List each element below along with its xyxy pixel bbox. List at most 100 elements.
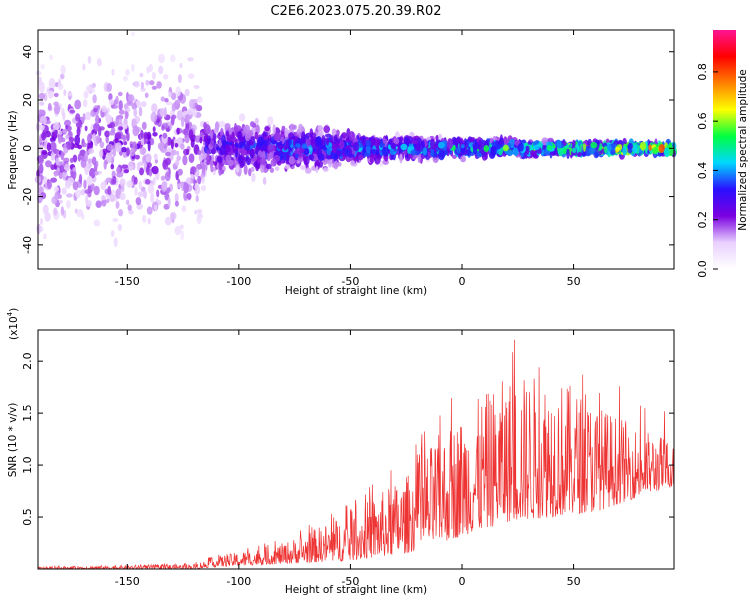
spectrogram-cell	[105, 177, 113, 183]
spectrogram-cell	[139, 167, 144, 176]
spectrogram-cell	[267, 116, 274, 126]
spectrogram-cell	[40, 115, 47, 125]
spectrogram-cell	[185, 177, 192, 185]
spectrogram-cell	[41, 131, 46, 141]
spectrogram-cell	[495, 144, 502, 150]
spectrogram-cell	[60, 206, 65, 216]
spectrogram-cell	[142, 155, 147, 164]
spectrogram-cell	[317, 129, 324, 138]
spectrogram-cell	[115, 115, 119, 126]
spectrogram-cell	[118, 109, 125, 115]
spectrogram-cell	[262, 176, 267, 185]
spectrogram-cell	[123, 75, 128, 82]
spectrogram-cell	[199, 137, 203, 144]
snr-multiplier-exponent: 4	[6, 311, 14, 316]
spectrogram-cell	[206, 149, 210, 158]
spectrogram-cell	[251, 172, 256, 183]
spectrogram-cell	[117, 91, 123, 97]
spectrogram-cell	[369, 153, 374, 164]
spectrogram-cell	[159, 142, 164, 152]
spectrogram-cell	[194, 135, 201, 143]
spectrogram-cell	[194, 210, 198, 215]
spectrogram-cell	[110, 230, 115, 238]
spectrogram-cell	[120, 185, 125, 193]
spectrogram-cell	[285, 154, 290, 162]
spectrogram-cell	[303, 147, 310, 155]
spectrogram-cell	[547, 137, 554, 143]
spectrogram-cell	[225, 130, 229, 137]
spectrogram-cell	[132, 125, 140, 137]
spectrogram-cell	[209, 159, 214, 170]
spectrogram-cell	[39, 123, 45, 131]
spectrogram-cell	[129, 147, 136, 157]
spectrogram-cell	[243, 124, 251, 134]
spectrogram-cell	[141, 121, 147, 130]
spectrogram-cell	[235, 164, 240, 173]
spectrogram-cell	[311, 140, 316, 149]
spectrogram-cell	[176, 155, 181, 161]
spectrogram-cell	[57, 78, 62, 88]
spectrogram-cell	[254, 131, 258, 140]
spectrogram-cell	[318, 160, 323, 168]
spectrogram-cell	[153, 153, 158, 161]
spectrogram-cell	[270, 158, 277, 167]
spectrogram-cell	[60, 151, 65, 161]
spectrogram-cell	[48, 78, 56, 89]
spectrogram-cell	[572, 139, 576, 148]
spectrogram-cell	[147, 183, 155, 194]
spectrogram-cell	[135, 197, 142, 206]
spectrogram-cell	[330, 151, 335, 159]
spectrogram-heatmap	[34, 31, 677, 248]
spectrogram-cell	[85, 85, 92, 92]
spectrogram-cell	[53, 186, 60, 192]
spectrogram-cell	[49, 54, 53, 61]
spectrogram-cell	[382, 148, 387, 156]
spectrogram-cell	[184, 88, 190, 97]
spectrogram-cell	[74, 134, 81, 146]
spectrogram-cell	[151, 165, 159, 175]
spectrogram-cell	[88, 148, 94, 154]
x-tick-label: 50	[567, 575, 581, 588]
spectrogram-cell	[422, 147, 428, 155]
spectrogram-cell	[130, 63, 135, 72]
spectrogram-cell	[53, 148, 60, 155]
spectrogram-cell	[187, 73, 195, 80]
spectrogram-cell	[72, 181, 79, 191]
spectrogram-cell	[269, 151, 273, 160]
spectrogram-cell	[379, 142, 385, 147]
spectrogram-cell	[478, 139, 483, 149]
spectrogram-cell	[568, 147, 573, 152]
spectrogram-cell	[106, 144, 114, 151]
spectrogram-cell	[272, 124, 276, 135]
spectrogram-cell	[209, 139, 215, 147]
spectrogram-cell	[250, 166, 255, 172]
spectrogram-cell	[460, 155, 466, 163]
spectrogram-cell	[403, 150, 408, 155]
spectrogram-cell	[344, 149, 351, 157]
spectrogram-cell	[36, 223, 41, 235]
spectrogram-cell	[162, 132, 168, 139]
spectrogram-cell	[106, 83, 112, 92]
colorbar-tick-label: 0.8	[696, 63, 709, 81]
spectrogram-cell	[267, 143, 275, 153]
colorbar: 0.0 0.2 0.4 0.6 0.8 Normalized spectral ampl…	[696, 30, 749, 278]
spectrogram-cell	[47, 90, 54, 99]
spectrogram-cell	[203, 124, 211, 135]
spectrogram-cell	[332, 143, 337, 153]
spectrogram-cell	[133, 80, 140, 88]
spectrogram-cell	[210, 154, 215, 162]
spectrogram-cell	[112, 189, 115, 195]
spectrogram-cell	[108, 130, 116, 136]
spectrogram-cell	[183, 181, 187, 190]
x-tick-label: -50	[341, 575, 359, 588]
spectrogram-cell	[118, 118, 123, 125]
spectrogram-cell	[219, 145, 227, 156]
spectrogram-cell	[100, 196, 107, 201]
x-tick-label: 50	[567, 275, 581, 288]
spectrogram-cell	[243, 164, 248, 175]
spectrogram-cell	[169, 212, 177, 220]
spectrogram-cell	[171, 102, 177, 112]
spectrogram-cell	[143, 131, 148, 139]
spectrogram-cell	[115, 142, 122, 153]
